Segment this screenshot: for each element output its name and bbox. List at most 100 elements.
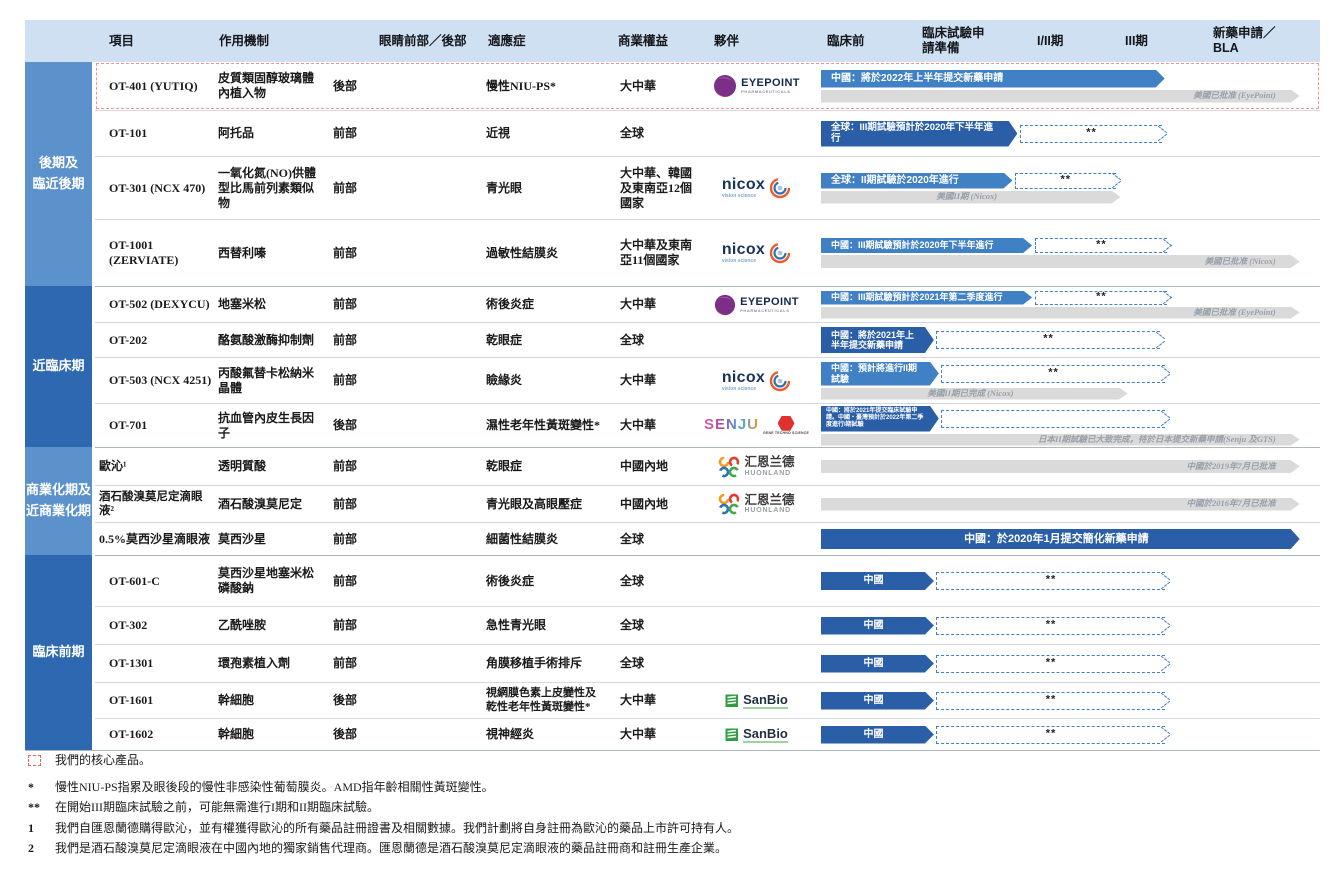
commercial-rights: 全球 [620,656,645,670]
footnote-double-star: ** 在開始III期臨床試驗之前，可能無需進行I期和II期臨床試驗。 [28,800,1318,816]
footnote-marker: 1 [28,820,34,835]
status-bar: 中國於2019年7月已批准 [821,460,1300,473]
sanbio-icon [725,694,739,707]
indication: 乾眼症 [486,332,523,347]
partner-cell: EYEPOINT PHARMACEUTICALS [700,74,813,98]
project-name: OT-202 [109,332,148,347]
phase-bar: 中國 [821,726,934,744]
commercial-rights: 全球 [620,126,645,140]
senju-wordmark: SENJU [703,416,760,434]
eye-segment: 前部 [333,531,358,546]
col-indication: 適應症 [488,33,526,48]
footnote-star: * 慢性NIU-PS指累及眼後段的慢性非感染性葡萄膜炎。AMD指年齡相關性黃斑變… [28,780,1318,796]
col-preclinical: 臨床前 [827,33,865,48]
commercial-rights: 全球 [620,618,645,632]
table-row-ot601c: OT-601-C 莫西沙星地塞米松磷酸鈉 前部 術後炎症 全球 中國 ** [95,556,1320,606]
mechanism: 透明質酸 [218,459,267,473]
mechanism: 皮質類固醇玻璃體內植入物 [218,71,315,100]
huonland-logo: 汇恩兰德 HUONLAND [718,455,795,478]
nicox-icon [769,242,791,264]
huonland-icon [719,493,740,515]
phase-bar: 中國：將於2021年上半年提交新藥申請 [821,327,934,353]
huonland-sub: HUONLAND [744,469,791,477]
nicox-icon [769,177,791,199]
sanbio-name: SanBio [743,691,788,707]
partner-cell: SanBio [700,693,813,709]
table-row-ot1601: OT-1601 幹細胞 後部 視網膜色素上皮變性及乾性老年性黃斑變性* 大中華 [95,682,1320,718]
indication: 近視 [486,126,511,140]
footnote-marker: 2 [28,841,34,856]
pipeline-table: 項目 作用機制 眼睛前部／後部 適應症 商業權益 夥伴 臨床前 臨床試驗申請準備… [25,20,1320,751]
table-row-ot1301: OT-1301 環孢素植入劑 前部 角膜移植手術排斥 全球 中國 ** [95,644,1320,682]
commercial-rights: 大中華 [620,418,657,432]
col-rights: 商業權益 [618,33,669,48]
partner-cell: EYEPOINT PHARMACEUTICALS [700,294,813,316]
partner-cell: nicox vision science [700,369,813,392]
commercial-rights: 全球 [620,531,645,546]
progress-track: 中國：將於2022年上半年提交新藥申請 美國已批准 (EyePoint) [813,62,1320,110]
planned-phase-bar: ** [936,654,1170,673]
footnote-text: 慢性NIU-PS指累及眼後段的慢性非感染性葡萄膜炎。AMD指年齡相關性黃斑變性。 [55,779,494,794]
table-row-moxifloxacin: 0.5%莫西沙星滴眼液 莫西沙星 前部 細菌性結膜炎 全球 中國：於2020年1… [95,522,1320,555]
table-body: 後期及 臨近後期 OT-401 (YUTIQ) 皮質類固醇玻璃體內植入物 後部 慢… [25,62,1320,751]
planned-phase-bar: ** [1014,172,1121,189]
indication: 乾眼症 [486,459,523,473]
project-name: OT-502 (DEXYCU) [109,297,210,311]
group-label: 近臨床期 [25,286,95,447]
table-row-ot1001: OT-1001 (ZERVIATE) 西替利嗪 前部 過敏性結膜炎 大中華及東南… [95,219,1320,286]
mechanism: 乙酰唑胺 [218,618,267,632]
col-segment: 眼睛前部／後部 [379,33,467,48]
indication: 術後炎症 [486,573,535,588]
partner-cell: SENJU GENE TECHNO SCIENCE [700,415,813,436]
progress-track: 中國於2019年7月已批准 [813,448,1320,485]
project-name: OT-701 [109,418,148,432]
phase-skip-note: ** [1086,125,1097,138]
table-row-ot302: OT-302 乙酰唑胺 前部 急性青光眼 全球 中國 ** [95,606,1320,644]
table-row-ot101: OT-101 阿托品 前部 近視 全球 全球：III期試驗預計於2020年下半年… [95,110,1320,156]
progress-track: 全球：III期試驗預計於2020年下半年進行 ** [813,111,1320,156]
eye-segment: 前部 [333,332,358,347]
col-mechanism: 作用機制 [219,33,270,48]
eye-segment: 前部 [333,245,358,260]
eyepoint-name: EYEPOINT [741,77,800,89]
huonland-name: 汇恩兰德 [744,455,795,470]
phase-bar: 全球：II期試驗於2020年進行 [821,173,1012,189]
group-commercial: 商業化期及 近商業化期 歐沁¹ 透明質酸 前部 乾眼症 中國內地 [25,447,1320,555]
indication: 青光眼 [486,180,523,195]
sanbio-logo: SanBio [725,693,788,709]
col-ind-prep: 臨床試驗申請準備 [922,26,985,55]
col-nda-bla: 新藥申請／BLA [1213,26,1276,55]
eye-segment: 前部 [333,373,358,387]
project-name: OT-1601 [109,693,154,707]
planned-phase-bar: ** [936,572,1170,590]
nicox-logo: nicox vision science [722,177,791,199]
commercial-rights: 全球 [620,332,645,347]
eye-segment: 前部 [333,656,358,670]
mechanism: 莫西沙星 [218,531,267,546]
phase-bar: 中國 [821,617,934,635]
project-name: 歐沁¹ [99,459,127,473]
phase-bar: 全球：III期試驗預計於2020年下半年進行 [821,121,1017,147]
progress-track: 中國：預計將進行II期試驗 ** 美國II期已完成 (Nicox) [813,358,1320,403]
group-label: 商業化期及 近商業化期 [25,447,95,555]
planned-phase-bar: ** [1034,290,1173,305]
nicox-logo: nicox vision science [722,242,791,264]
phase-bar: 中國：將於2022年上半年提交新藥申請 [821,70,1165,88]
project-name: OT-401 (YUTIQ) [109,78,198,93]
footnote-1: 1 我們自匯恩蘭德購得歐沁，並有權獲得歐沁的所有藥品註冊證書及相關數據。我們計劃… [28,821,1318,837]
phase-bar: 中國：於2020年1月提交簡化新藥申請 [821,529,1300,549]
indication: 視網膜色素上皮變性及乾性老年性黃斑變性* [486,686,596,713]
mechanism: 幹細胞 [218,693,255,707]
col-partner: 夥伴 [714,33,740,48]
eye-segment: 前部 [333,126,358,140]
col-phase3: III期 [1125,33,1148,48]
phase-bar: 中國 [821,692,934,710]
huonland-logo: 汇恩兰德 HUONLAND [718,493,795,515]
indication: 視神經炎 [486,727,535,741]
project-name: OT-1602 [109,727,154,741]
commercial-rights: 中國內地 [620,496,669,511]
phase-bar: 中國：預計將進行II期試驗 [821,362,939,386]
planned-phase-bar: ** [1034,238,1173,253]
table-row-ot503: OT-503 (NCX 4251) 丙酸氟替卡松納米晶體 前部 瞼緣炎 大中華 … [95,357,1320,403]
eyepoint-icon [714,294,736,315]
